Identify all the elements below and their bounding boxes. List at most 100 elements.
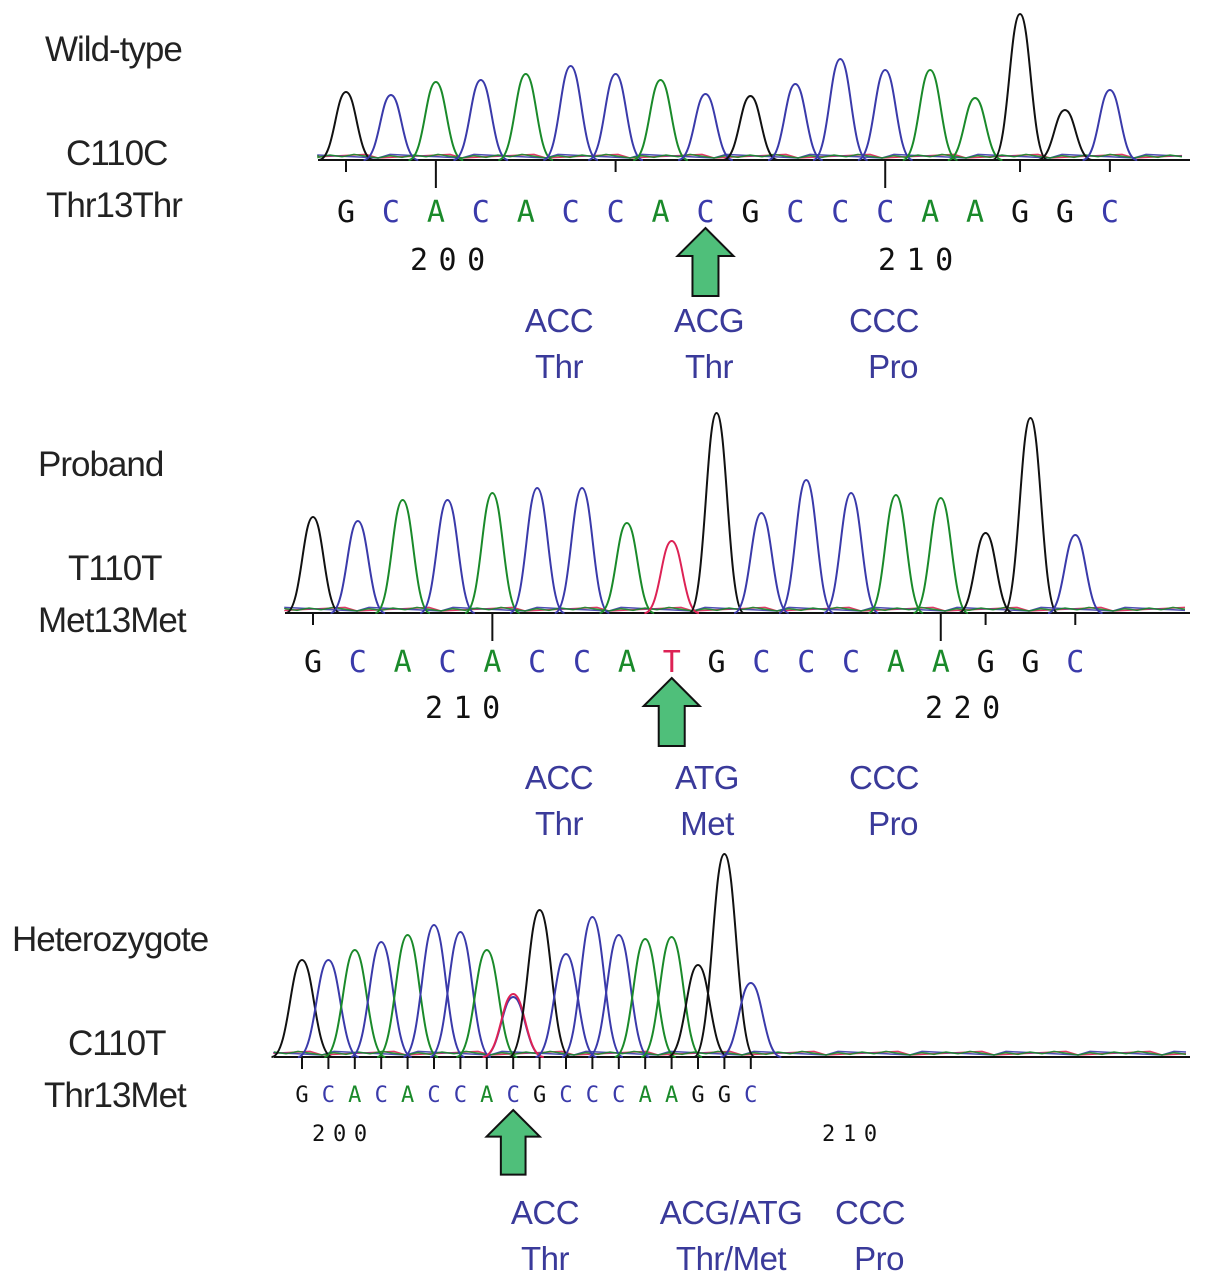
base-letter: A xyxy=(618,645,636,680)
peak-g xyxy=(722,94,779,161)
trace-noise xyxy=(317,153,1183,159)
codon-text: ATG xyxy=(675,759,739,796)
base-letter: G xyxy=(708,645,726,680)
base-letter: C xyxy=(322,1083,335,1108)
amino-acid-text: Thr xyxy=(535,805,584,842)
base-letter: A xyxy=(652,195,670,230)
mutation-arrow-icon xyxy=(484,1108,543,1176)
position-label: 210 xyxy=(822,1122,885,1147)
proband-protein: Met13Met xyxy=(38,601,187,640)
base-letter: A xyxy=(887,645,905,680)
base-letter: C xyxy=(696,195,714,230)
base-letter: G xyxy=(295,1083,308,1108)
proband-codon-2: ATG Met xyxy=(617,755,797,847)
heterozygote-genotype: C110T xyxy=(68,1024,166,1063)
base-letter: C xyxy=(1101,195,1119,230)
base-letter: C xyxy=(744,1083,757,1108)
peak-c xyxy=(453,78,509,161)
peak-a xyxy=(374,498,431,614)
peak-c xyxy=(535,952,597,1058)
base-letter: G xyxy=(718,1083,731,1108)
peak-c xyxy=(767,82,824,161)
base-letter: G xyxy=(337,195,355,230)
peak-c xyxy=(419,498,476,614)
peak-g xyxy=(688,411,745,614)
position-label: 220 xyxy=(925,691,1011,726)
base-letter: C xyxy=(612,1083,625,1108)
peak-g xyxy=(271,958,333,1058)
peak-a xyxy=(632,78,689,161)
base-letter: A xyxy=(966,195,984,230)
codon-text: ACC xyxy=(524,759,594,796)
peak-a xyxy=(498,72,554,161)
peak-g xyxy=(1037,108,1093,161)
amino-acid-text: Pro xyxy=(868,348,918,385)
peak-g xyxy=(285,515,341,614)
codon-text: CCC xyxy=(849,302,920,339)
peak-g xyxy=(318,90,374,161)
amino-acid-text: Met xyxy=(680,805,734,842)
het-codon-1: ACC Thr xyxy=(455,1190,635,1282)
peak-g xyxy=(992,12,1048,161)
base-letter: G xyxy=(1056,195,1074,230)
peak-c xyxy=(733,511,790,614)
peak-c xyxy=(812,57,869,161)
proband-codon-1: ACC Thr xyxy=(469,755,649,847)
base-letter: C xyxy=(842,645,860,680)
peak-c xyxy=(554,486,610,614)
base-letter: C xyxy=(375,1083,388,1108)
amino-acid-text: Pro xyxy=(854,1240,904,1277)
peak-c xyxy=(677,92,734,161)
peak-a xyxy=(323,948,386,1058)
base-letter: C xyxy=(786,195,804,230)
het-codon-3: CCC Pro xyxy=(780,1190,960,1282)
peak-c xyxy=(363,93,419,161)
proband-genotype: T110T xyxy=(68,549,163,588)
amino-acid-text: Thr xyxy=(521,1240,570,1277)
peak-g xyxy=(957,531,1014,614)
base-letter: C xyxy=(559,1083,572,1108)
base-letter: C xyxy=(528,645,546,680)
base-letter: G xyxy=(741,195,759,230)
base-letter: C xyxy=(507,1083,520,1108)
peak-a xyxy=(464,491,521,614)
base-letter: A xyxy=(921,195,939,230)
base-letter: C xyxy=(573,645,591,680)
mutation-arrow-icon xyxy=(641,676,703,747)
peak-a xyxy=(599,521,655,614)
base-letter: G xyxy=(1021,645,1039,680)
position-label: 200 xyxy=(410,243,496,278)
peak-a xyxy=(913,496,969,614)
base-letter: G xyxy=(1011,195,1029,230)
base-letter: C xyxy=(438,645,456,680)
peak-c xyxy=(542,64,599,161)
position-label: 210 xyxy=(425,691,511,726)
base-letter: A xyxy=(483,645,501,680)
codon-text: ACG/ATG xyxy=(659,1194,803,1231)
trace-noise xyxy=(273,1050,1187,1056)
base-letter: A xyxy=(639,1083,652,1108)
amino-acid-text: Thr/Met xyxy=(675,1240,787,1277)
amino-acid-text: Thr xyxy=(685,348,734,385)
base-letter: A xyxy=(427,195,445,230)
peak-a xyxy=(376,933,439,1058)
trace-noise xyxy=(317,153,1183,159)
base-letter: C xyxy=(562,195,580,230)
base-letter: C xyxy=(472,195,490,230)
peak-c xyxy=(1082,88,1138,161)
base-letter: A xyxy=(480,1083,493,1108)
base-letter: C xyxy=(349,645,367,680)
base-letter: C xyxy=(607,195,625,230)
heterozygote-protein: Thr13Met xyxy=(44,1076,187,1115)
base-letter: C xyxy=(1066,645,1084,680)
codon-text: CCC xyxy=(849,759,920,796)
peak-a xyxy=(408,80,464,161)
peak-a xyxy=(868,493,924,614)
base-letter: G xyxy=(691,1083,704,1108)
base-letter: A xyxy=(932,645,950,680)
base-letter: C xyxy=(586,1083,599,1108)
codon-text: ACG xyxy=(673,302,745,339)
peak-c xyxy=(823,491,879,614)
